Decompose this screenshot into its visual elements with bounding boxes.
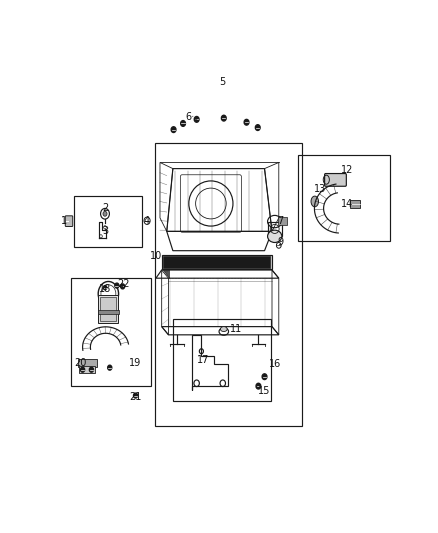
Ellipse shape	[268, 230, 282, 243]
Text: 7: 7	[277, 216, 284, 226]
Circle shape	[115, 283, 119, 288]
Circle shape	[171, 127, 176, 133]
Bar	[268, 222, 282, 236]
Circle shape	[222, 115, 226, 121]
Bar	[78, 359, 97, 367]
Text: 3: 3	[102, 226, 108, 236]
Text: 20: 20	[74, 358, 86, 368]
Bar	[71, 278, 152, 386]
Text: 18: 18	[99, 284, 111, 294]
Bar	[173, 319, 271, 401]
Text: 1: 1	[61, 216, 67, 226]
Bar	[74, 196, 142, 247]
Circle shape	[99, 235, 102, 238]
Polygon shape	[162, 257, 170, 278]
Circle shape	[120, 284, 125, 289]
Text: 16: 16	[268, 359, 281, 369]
Bar	[163, 256, 270, 268]
Circle shape	[194, 117, 199, 122]
Circle shape	[103, 286, 107, 290]
Bar	[162, 255, 272, 269]
Text: 9: 9	[277, 238, 283, 247]
Polygon shape	[162, 257, 271, 267]
Bar	[98, 310, 119, 314]
Text: 17: 17	[197, 356, 210, 365]
Text: 13: 13	[314, 184, 326, 194]
Circle shape	[89, 367, 93, 372]
Text: 14: 14	[341, 199, 353, 209]
Bar	[350, 200, 360, 207]
Text: 6: 6	[186, 112, 192, 122]
Circle shape	[244, 119, 249, 125]
Bar	[155, 143, 302, 426]
Bar	[100, 297, 116, 321]
Text: 22: 22	[117, 279, 130, 288]
Circle shape	[262, 374, 267, 379]
Circle shape	[108, 365, 112, 370]
Circle shape	[134, 393, 138, 398]
Text: 19: 19	[129, 358, 141, 368]
Circle shape	[81, 367, 85, 372]
Text: 10: 10	[150, 251, 162, 261]
FancyBboxPatch shape	[65, 216, 73, 227]
Circle shape	[181, 120, 185, 126]
Bar	[79, 366, 95, 373]
Ellipse shape	[220, 327, 227, 332]
Text: 5: 5	[219, 77, 226, 87]
Text: 4: 4	[144, 216, 150, 226]
Circle shape	[104, 225, 106, 229]
Bar	[278, 216, 286, 225]
Text: 2: 2	[102, 204, 108, 213]
Circle shape	[255, 125, 260, 131]
Text: 12: 12	[341, 165, 353, 175]
Text: 11: 11	[230, 324, 243, 334]
Text: 21: 21	[129, 392, 142, 402]
Ellipse shape	[311, 196, 318, 207]
Bar	[98, 295, 118, 324]
Bar	[298, 155, 390, 241]
Circle shape	[103, 211, 107, 216]
Polygon shape	[162, 257, 271, 266]
Circle shape	[256, 383, 261, 389]
Text: 15: 15	[258, 386, 271, 397]
FancyBboxPatch shape	[325, 174, 346, 186]
